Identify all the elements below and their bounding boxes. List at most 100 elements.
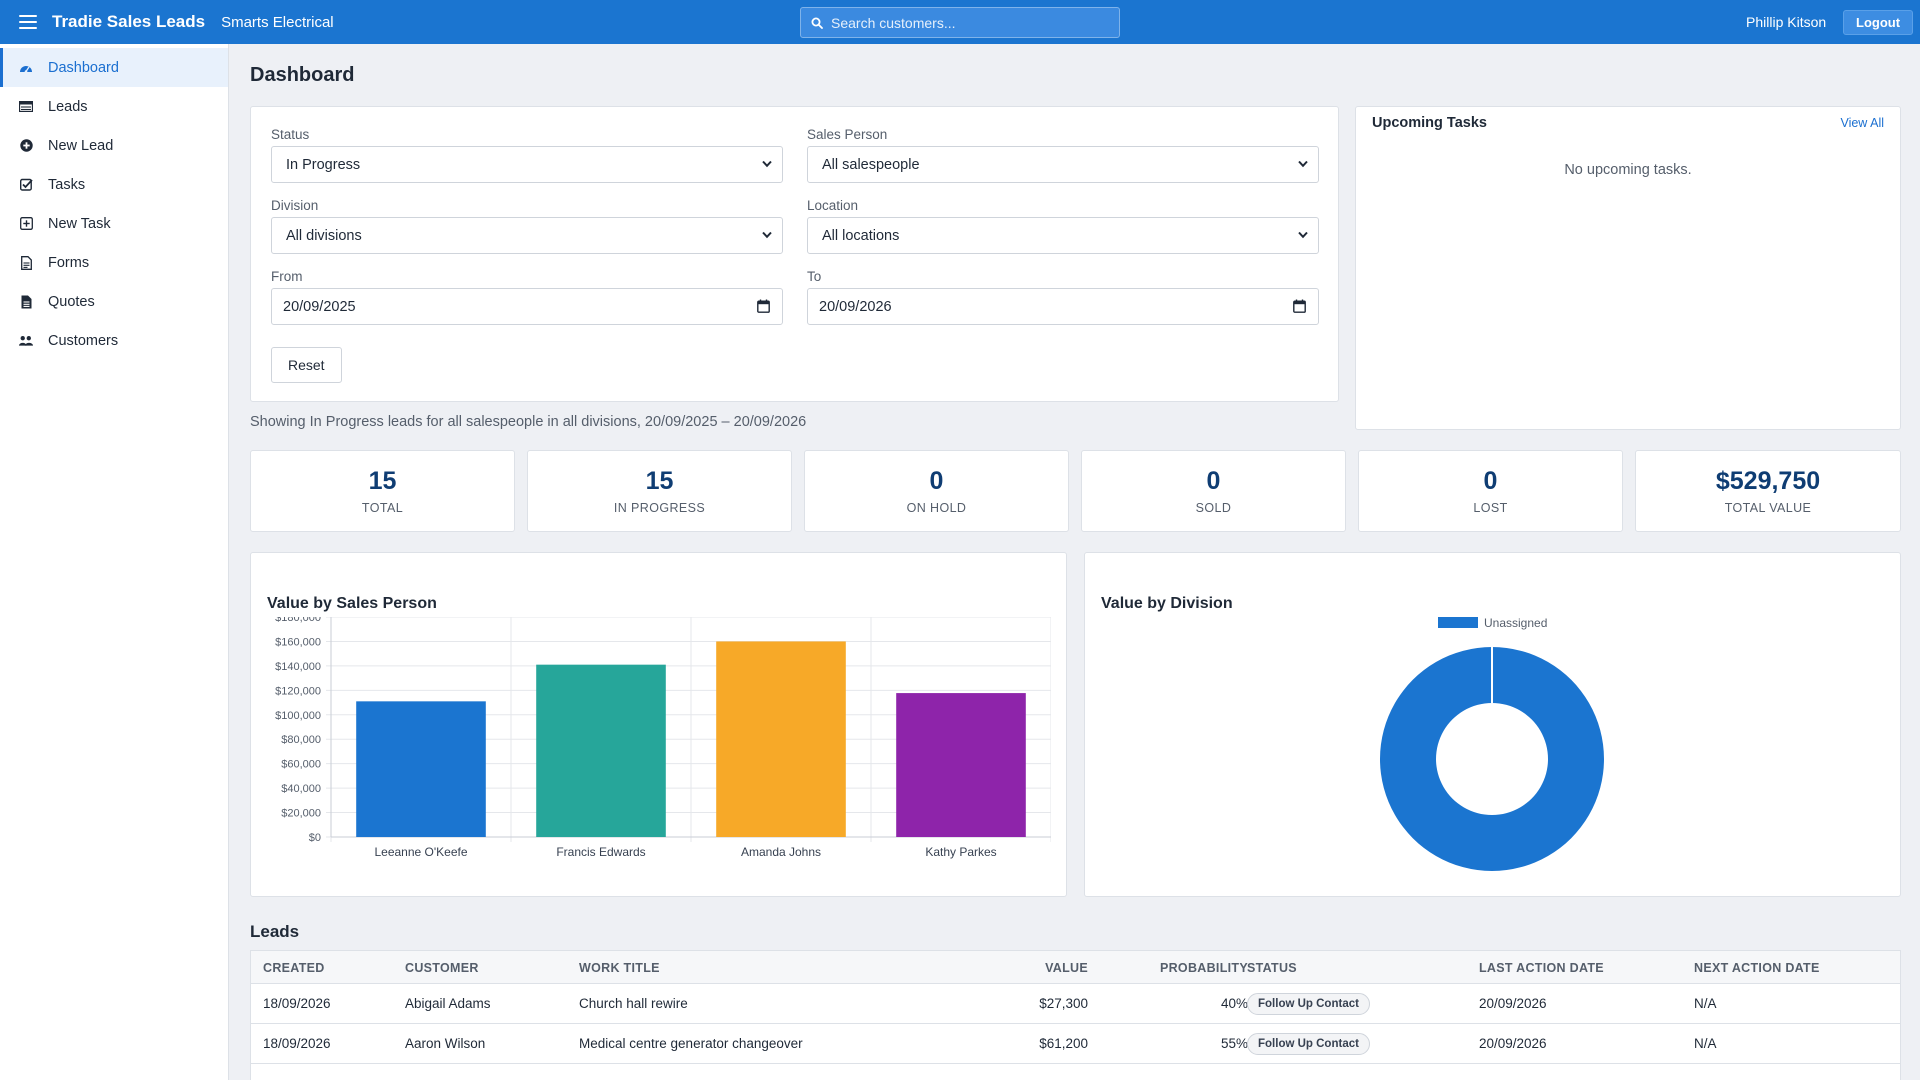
column-header-created[interactable]: CREATED	[263, 961, 325, 975]
sidebar-item-dashboard[interactable]: Dashboard	[0, 48, 228, 87]
cell-next-action: N/A	[1694, 1036, 1717, 1051]
logout-button[interactable]: Logout	[1843, 10, 1914, 35]
cell-work-title[interactable]: Church hall rewire	[579, 996, 688, 1011]
menu-icon[interactable]	[19, 15, 37, 29]
division-donut-chart: Unassigned	[1379, 617, 1604, 871]
calendar-icon[interactable]	[1293, 299, 1306, 313]
leads-table: CREATED CUSTOMER WORK TITLE VALUE PROBAB…	[250, 950, 1901, 1080]
column-header-status[interactable]: STATUS	[1247, 961, 1297, 975]
leads-section-title: Leads	[250, 922, 300, 941]
y-tick-label: $20,000	[281, 808, 321, 820]
cell-work-title[interactable]: Medical centre generator changeover	[579, 1036, 803, 1051]
bar[interactable]	[716, 641, 846, 837]
y-tick-label: $40,000	[281, 783, 321, 795]
form-icon	[19, 255, 33, 270]
column-header-work-title[interactable]: WORK TITLE	[579, 961, 660, 975]
y-tick-label: $80,000	[281, 734, 321, 746]
division-select[interactable]: All divisions	[271, 217, 783, 254]
sidebar-item-forms[interactable]: Forms	[0, 243, 228, 282]
chevron-down-icon	[1298, 160, 1308, 168]
salesperson-select[interactable]: All salespeople	[807, 146, 1319, 183]
view-all-link[interactable]: View All	[1840, 116, 1884, 130]
sidebar-item-label: Quotes	[48, 293, 95, 310]
stat-card-sold: 0 SOLD	[1081, 450, 1346, 532]
sidebar-item-label: Tasks	[48, 176, 86, 193]
cell-created: 18/09/2026	[263, 996, 331, 1011]
search-input[interactable]	[831, 14, 1111, 31]
sidebar-item-new-lead[interactable]: New Lead	[0, 126, 228, 165]
search-box[interactable]	[800, 7, 1120, 38]
bar[interactable]	[536, 664, 666, 837]
sidebar: Dashboard Leads New Lead Tasks New Task …	[0, 44, 229, 1080]
y-tick-label: $160,000	[275, 636, 321, 648]
filter-summary: Showing In Progress leads for all salesp…	[250, 414, 807, 430]
cell-probability: 55%	[1220, 1036, 1248, 1051]
stat-card-in-progress: 15 IN PROGRESS	[527, 450, 792, 532]
from-date-value: 20/09/2025	[283, 298, 356, 315]
x-tick-label: Leeanne O'Keefe	[374, 845, 467, 859]
from-date-input[interactable]: 20/09/2025	[271, 288, 783, 325]
column-header-customer[interactable]: CUSTOMER	[405, 961, 479, 975]
to-date-input[interactable]: 20/09/2026	[807, 288, 1319, 325]
x-tick-label: Francis Edwards	[556, 845, 645, 859]
sidebar-item-leads[interactable]: Leads	[0, 87, 228, 126]
user-name: Phillip Kitson	[1746, 14, 1827, 30]
column-header-next-action[interactable]: NEXT ACTION DATE	[1694, 961, 1820, 975]
table-row[interactable]: 18/09/2026 Aaron Wilson Medical centre g…	[251, 1024, 1900, 1064]
sidebar-item-label: Dashboard	[48, 59, 119, 76]
stat-card-total: 15 TOTAL	[250, 450, 515, 532]
reset-button[interactable]: Reset	[271, 347, 342, 383]
salesperson-select-value: All salespeople	[822, 156, 920, 173]
legend-swatch[interactable]	[1438, 617, 1478, 628]
salesperson-chart-title: Value by Sales Person	[267, 595, 437, 612]
table-row[interactable]: 18/09/2026 Abigail Adams Church hall rew…	[251, 984, 1900, 1024]
calendar-icon[interactable]	[757, 299, 770, 313]
x-tick-label: Amanda Johns	[741, 845, 821, 859]
location-select-value: All locations	[822, 227, 900, 244]
salesperson-chart-card: Value by Sales Person $0 $20,000 $40,000 $6…	[250, 552, 1067, 897]
legend-label: Unassigned	[1484, 617, 1547, 630]
column-header-last-action[interactable]: LAST ACTION DATE	[1479, 961, 1604, 975]
location-select[interactable]: All locations	[807, 217, 1319, 254]
cell-created: 18/09/2026	[263, 1036, 331, 1051]
cell-last-action: 20/09/2026	[1479, 1036, 1547, 1051]
cell-last-action: 20/09/2026	[1479, 996, 1547, 1011]
dashboard-icon	[19, 61, 33, 75]
tasks-empty-message: No upcoming tasks.	[1564, 162, 1692, 178]
users-icon	[19, 334, 33, 348]
donut-slice[interactable]	[1379, 647, 1604, 871]
app-title[interactable]: Tradie Sales Leads	[52, 12, 206, 31]
plus-circle-icon	[19, 139, 33, 153]
list-icon	[19, 100, 33, 114]
salesperson-label: Sales Person	[807, 127, 888, 142]
sidebar-item-new-task[interactable]: New Task	[0, 204, 228, 243]
plus-square-icon	[19, 217, 33, 231]
cell-customer[interactable]: Aaron Wilson	[405, 1036, 486, 1051]
stat-label: TOTAL VALUE	[1724, 501, 1812, 515]
sidebar-item-tasks[interactable]: Tasks	[0, 165, 228, 204]
stat-label: ON HOLD	[906, 501, 967, 515]
sidebar-item-label: Forms	[48, 254, 90, 271]
status-select[interactable]: In Progress	[271, 146, 783, 183]
cell-customer[interactable]: Abigail Adams	[405, 996, 491, 1011]
page-title: Dashboard	[250, 64, 355, 86]
bar[interactable]	[356, 701, 486, 837]
column-header-probability[interactable]: PROBABILITY	[1159, 961, 1248, 975]
from-label: From	[271, 269, 303, 284]
upcoming-tasks-panel: Upcoming Tasks View All No upcoming task…	[1355, 106, 1901, 430]
top-bar: Tradie Sales Leads Smarts Electrical Phi…	[0, 0, 1920, 44]
column-header-value[interactable]: VALUE	[1045, 961, 1088, 975]
to-date-value: 20/09/2026	[819, 298, 892, 315]
y-tick-label: $60,000	[281, 759, 321, 771]
bar[interactable]	[896, 693, 1026, 837]
cell-probability: 40%	[1220, 996, 1248, 1011]
stat-card-on-hold: 0 ON HOLD	[804, 450, 1069, 532]
sidebar-item-label: Customers	[48, 332, 119, 349]
location-label: Location	[807, 198, 859, 213]
sidebar-item-customers[interactable]: Customers	[0, 321, 228, 360]
y-tick-label: $140,000	[275, 661, 321, 673]
sidebar-item-quotes[interactable]: Quotes	[0, 282, 228, 321]
y-tick-label: $120,000	[275, 685, 321, 697]
sidebar-item-label: New Lead	[48, 137, 114, 154]
upcoming-tasks-title: Upcoming Tasks	[1372, 115, 1487, 131]
